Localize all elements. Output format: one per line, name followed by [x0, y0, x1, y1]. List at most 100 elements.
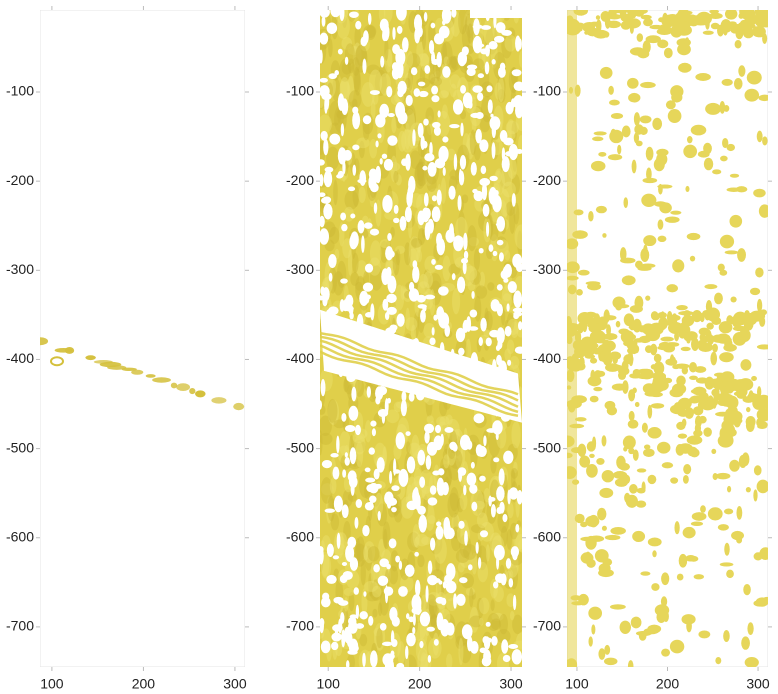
texture-shade: [504, 348, 511, 362]
texture-hole: [405, 431, 411, 436]
texture-blob: [593, 29, 609, 39]
texture-hole: [399, 216, 407, 231]
texture-shade: [467, 280, 476, 291]
texture-shade: [513, 202, 520, 225]
texture-hole: [485, 621, 491, 627]
texture-shade: [494, 82, 502, 100]
texture-shade: [403, 102, 416, 130]
texture-shade: [414, 536, 420, 549]
texture-hole: [514, 346, 522, 354]
texture-hole: [480, 165, 487, 175]
texture-hole: [363, 222, 373, 229]
texture-blob: [657, 219, 664, 230]
texture-blob: [633, 132, 640, 144]
texture-hole: [479, 139, 489, 153]
texture-hole: [473, 413, 485, 424]
texture-hole: [350, 213, 356, 219]
texture-shade: [410, 192, 423, 208]
texture-hole: [320, 174, 324, 187]
texture-hole: [323, 138, 329, 156]
y-tick-label: -400: [286, 350, 314, 366]
texture-hole: [501, 29, 512, 36]
texture-blob: [628, 447, 635, 455]
texture-blob: [641, 481, 646, 494]
texture-blob: [591, 343, 599, 349]
texture-shade: [417, 281, 430, 295]
texture-blob: [601, 525, 607, 531]
texture-hole: [405, 153, 411, 171]
texture-blob: [691, 337, 700, 351]
texture-hole: [320, 197, 331, 204]
texture-hole: [382, 298, 389, 311]
texture-hole: [489, 116, 501, 131]
texture-shade: [446, 653, 453, 667]
texture-blob: [615, 303, 622, 311]
texture-shade: [449, 83, 457, 98]
texture-hole: [482, 656, 492, 666]
texture-shade: [412, 524, 420, 548]
texture-hole: [360, 36, 368, 47]
texture-hole: [328, 272, 333, 282]
texture-hole: [345, 294, 354, 308]
texture-shade: [417, 228, 426, 246]
texture-hole: [414, 551, 419, 557]
texture-shade: [362, 119, 370, 141]
texture-shade: [503, 474, 508, 497]
texture-hole: [502, 654, 511, 663]
texture-hole: [513, 81, 522, 92]
texture-hole: [494, 189, 499, 196]
texture-shade: [369, 191, 375, 208]
texture-shade: [511, 421, 521, 449]
texture-shade: [392, 250, 400, 276]
x-tick-label: 200: [132, 676, 156, 692]
texture-hole: [362, 282, 374, 292]
texture-hole: [512, 307, 522, 313]
texture-shade: [464, 13, 476, 38]
texture-shade: [405, 317, 418, 331]
texture-blob: [758, 204, 768, 218]
texture-blob: [645, 35, 661, 44]
texture-hole: [451, 10, 457, 18]
texture-hole: [463, 250, 469, 260]
texture-blob: [722, 24, 728, 36]
texture-blob: [686, 232, 701, 241]
texture-blob: [681, 12, 688, 21]
texture-hole: [320, 77, 328, 83]
texture-shade: [358, 470, 372, 498]
texture-blob: [654, 604, 670, 617]
texture-shade: [407, 68, 413, 91]
texture-blob: [698, 339, 707, 348]
texture-shade: [354, 378, 365, 397]
texture-blob: [622, 380, 629, 394]
texture-shade: [361, 81, 375, 107]
texture-hole: [380, 55, 385, 68]
texture-hole: [442, 167, 446, 176]
texture-hole: [515, 263, 522, 272]
texture-shade: [347, 45, 361, 56]
texture-hole: [462, 92, 473, 109]
texture-hole: [341, 98, 349, 116]
texture-shade: [347, 58, 355, 74]
texture-shade: [429, 73, 439, 83]
texture-blob: [676, 375, 686, 386]
texture-hole: [340, 123, 345, 137]
texture-shade: [370, 265, 383, 291]
texture-hole: [386, 86, 393, 98]
texture-shade: [364, 580, 379, 592]
texture-shade: [355, 441, 364, 468]
texture-shade: [442, 255, 451, 282]
texture-hole: [433, 126, 441, 136]
texture-hole: [495, 22, 506, 33]
texture-hole: [392, 44, 401, 55]
texture-hole: [406, 456, 416, 474]
texture-hole: [351, 386, 357, 402]
texture-blob: [598, 151, 607, 157]
texture-blob: [688, 18, 699, 27]
texture-shade: [403, 242, 412, 266]
texture-hole: [431, 327, 435, 336]
texture-blob: [592, 136, 604, 142]
texture-hole: [466, 316, 472, 332]
texture-hole: [396, 25, 403, 34]
texture-shade: [455, 549, 470, 564]
